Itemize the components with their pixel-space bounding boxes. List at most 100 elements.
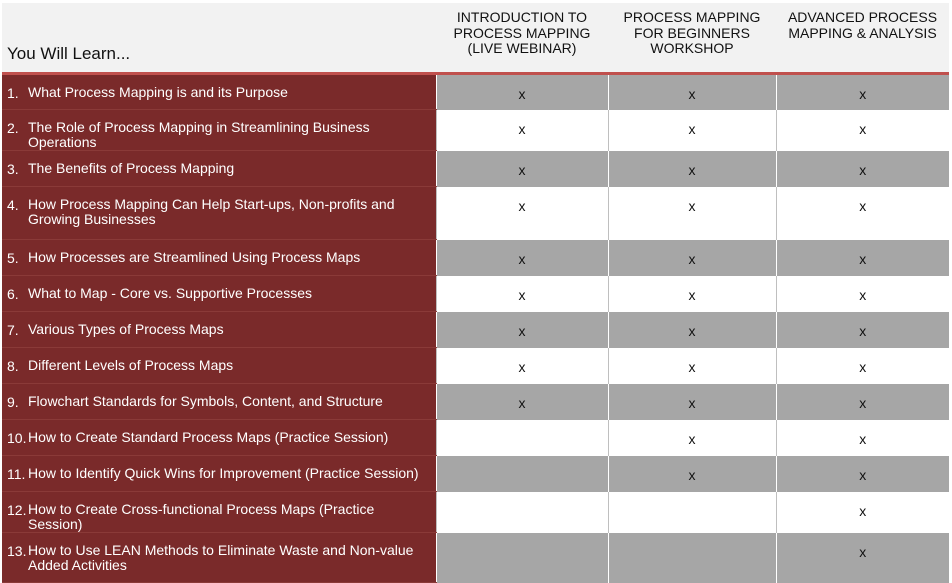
check-mark: x: [607, 419, 776, 456]
table-row: 4. How Process Mapping Can Help Start-ups…: [2, 186, 949, 240]
course-header-line: WORKSHOP: [650, 40, 734, 56]
topic-text: What Process Mapping is and its Purpose: [28, 84, 288, 100]
topic-text: What to Map - Core vs. Supportive Proces…: [28, 285, 312, 301]
check-mark: x: [607, 73, 776, 110]
table-row: 8. Different Levels of Process Maps x x x: [2, 347, 949, 384]
check-mark: x: [607, 186, 776, 240]
topic-number: 7.: [7, 322, 19, 338]
check-mark: x: [607, 383, 776, 420]
course-header-line: (LIVE WEBINAR): [467, 40, 577, 56]
topic-number: 13.: [7, 543, 27, 559]
topic-number: 6.: [7, 286, 19, 302]
check-mark: x: [435, 383, 608, 420]
table-row: 9. Flowchart Standards for Symbols, Conte…: [2, 383, 949, 420]
check-mark: x: [775, 532, 949, 583]
topic-number: 5.: [7, 250, 19, 266]
topic-number: 8.: [7, 358, 19, 374]
topic-number: 9.: [7, 394, 19, 410]
topic-text: Growing Businesses: [28, 211, 156, 227]
check-mark: x: [775, 150, 949, 187]
course-header-line: ADVANCED PROCESS: [787, 9, 938, 25]
topic-number: 2.: [7, 120, 19, 136]
topic-number: 1.: [7, 85, 19, 101]
course-header-intro-webinar: INTRODUCTION TO PROCESS MAPPING (LIVE WE…: [436, 3, 608, 75]
topic-number: 11.: [7, 466, 26, 482]
topic-number: 10.: [7, 430, 27, 446]
check-mark: x: [775, 491, 949, 533]
topic-cell: 2. The Role of Process Mapping in Streaml…: [2, 109, 436, 151]
topic-text: How to Identify Quick Wins for Improveme…: [28, 465, 419, 481]
check-mark: [435, 491, 608, 533]
check-mark: x: [775, 186, 949, 240]
topic-cell: 7. Various Types of Process Maps: [2, 311, 436, 348]
check-mark: [607, 491, 776, 533]
check-mark: x: [435, 73, 608, 110]
topic-number: 3.: [7, 161, 19, 177]
check-mark: x: [775, 347, 949, 384]
check-mark: x: [775, 239, 949, 276]
course-header-line: PROCESS MAPPING: [453, 24, 591, 41]
check-mark: x: [435, 311, 608, 348]
check-mark: x: [775, 419, 949, 456]
check-mark: x: [775, 455, 949, 492]
course-header-line: MAPPING & ANALYSIS: [788, 24, 937, 41]
table-row: 12. How to Create Cross-functional Proces…: [2, 491, 949, 533]
topic-number: 4.: [7, 197, 19, 213]
check-mark: x: [775, 73, 949, 110]
topic-cell: 5. How Processes are Streamlined Using Pr…: [2, 239, 436, 276]
check-mark: [435, 419, 608, 456]
topic-text: How Processes are Streamlined Using Proc…: [28, 249, 361, 265]
check-mark: x: [435, 109, 608, 151]
check-mark: [607, 532, 776, 583]
topic-cell: 10. How to Create Standard Process Maps (…: [2, 419, 436, 456]
check-mark: x: [607, 150, 776, 187]
topic-cell: 3. The Benefits of Process Mapping: [2, 150, 436, 187]
check-mark: x: [775, 383, 949, 420]
check-mark: [435, 455, 608, 492]
check-mark: x: [775, 109, 949, 151]
check-mark: x: [775, 311, 949, 348]
topic-text: How to Create Standard Process Maps (Pra…: [28, 429, 389, 445]
check-mark: x: [607, 455, 776, 492]
check-mark: x: [435, 239, 608, 276]
table-row: 2. The Role of Process Mapping in Streaml…: [2, 109, 949, 151]
check-mark: [435, 532, 608, 583]
table-heading: You Will Learn...: [2, 3, 436, 75]
check-mark: x: [607, 109, 776, 151]
table-row: 13. How to Use LEAN Methods to Eliminate …: [2, 532, 949, 583]
course-header-line: FOR BEGINNERS: [634, 24, 750, 41]
topic-cell: 1. What Process Mapping is and its Purpos…: [2, 73, 436, 110]
topic-cell: 13. How to Use LEAN Methods to Eliminate …: [2, 532, 436, 583]
topic-text: How Process Mapping Can Help Start-ups, …: [28, 196, 395, 212]
course-comparison-table: You Will Learn... INTRODUCTION TO PROCES…: [2, 3, 949, 583]
check-mark: x: [607, 239, 776, 276]
check-mark: x: [435, 186, 608, 240]
table-row: 1. What Process Mapping is and its Purpos…: [2, 73, 949, 110]
topic-cell: 9. Flowchart Standards for Symbols, Conte…: [2, 383, 436, 420]
check-mark: x: [775, 275, 949, 312]
header-row: You Will Learn... INTRODUCTION TO PROCES…: [2, 3, 949, 75]
topic-cell: 12. How to Create Cross-functional Proces…: [2, 491, 436, 533]
topic-text: The Benefits of Process Mapping: [28, 160, 235, 176]
topic-text: Various Types of Process Maps: [28, 321, 224, 337]
check-mark: x: [607, 311, 776, 348]
topic-text: How to Use LEAN Methods to Eliminate Was…: [28, 542, 414, 558]
topic-text: How to Create Cross-functional Process M…: [28, 501, 375, 532]
check-mark: x: [435, 347, 608, 384]
topic-text: Different Levels of Process Maps: [28, 357, 234, 373]
check-mark: x: [435, 150, 608, 187]
table-row: 5. How Processes are Streamlined Using Pr…: [2, 239, 949, 276]
check-mark: x: [607, 275, 776, 312]
table-row: 10. How to Create Standard Process Maps (…: [2, 419, 949, 456]
topic-number: 12.: [7, 502, 27, 518]
table-row: 7. Various Types of Process Maps x x x: [2, 311, 949, 348]
check-mark: x: [607, 347, 776, 384]
topic-text: Added Activities: [28, 557, 127, 573]
course-header-line: PROCESS MAPPING: [623, 9, 761, 25]
course-header-beginners-workshop: PROCESS MAPPING FOR BEGINNERS WORKSHOP: [608, 3, 776, 75]
topic-text: The Role of Process Mapping in Streamlin…: [28, 119, 370, 150]
topic-cell: 6. What to Map - Core vs. Supportive Proc…: [2, 275, 436, 312]
table-row: 11. How to Identify Quick Wins for Improv…: [2, 455, 949, 492]
table-row: 6. What to Map - Core vs. Supportive Proc…: [2, 275, 949, 312]
check-mark: x: [435, 275, 608, 312]
